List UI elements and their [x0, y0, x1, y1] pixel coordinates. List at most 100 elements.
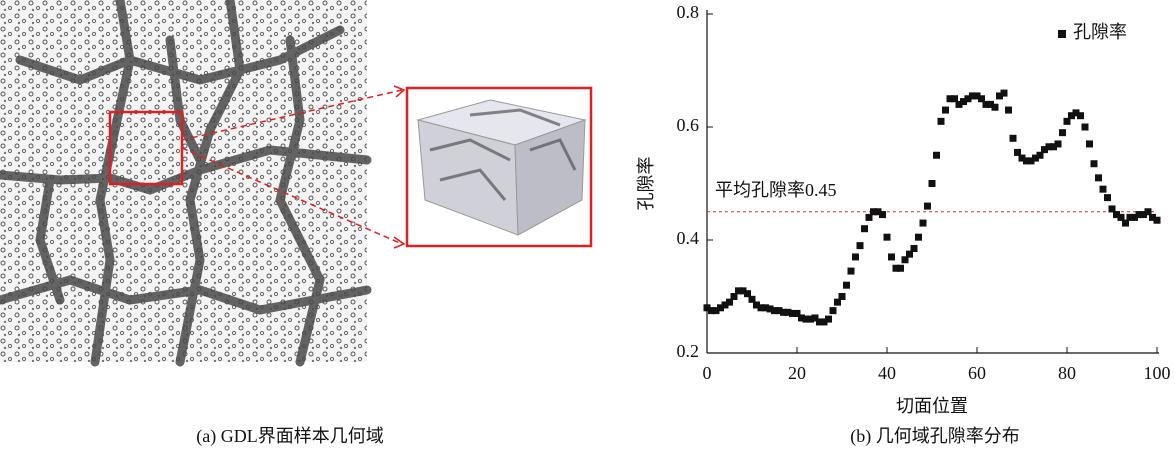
point [820, 318, 828, 326]
y-tick-label: 0.4 [677, 228, 700, 248]
point [789, 309, 796, 317]
point [982, 100, 990, 108]
point [901, 256, 909, 264]
x-tick-label: 0 [703, 363, 712, 383]
point [1054, 140, 1062, 148]
point [1032, 154, 1039, 162]
point [910, 244, 918, 252]
zoom-view [405, 86, 593, 248]
point [1122, 219, 1129, 227]
point [784, 308, 792, 316]
point [708, 307, 715, 315]
point [1063, 117, 1071, 125]
point [762, 304, 769, 312]
point [874, 208, 882, 216]
point [1153, 216, 1161, 224]
point [1018, 154, 1026, 162]
point [1086, 140, 1093, 148]
y-axis-label: 孔隙率 [636, 157, 656, 211]
point [1005, 106, 1012, 114]
point [1117, 213, 1125, 221]
point [1027, 157, 1035, 165]
point [748, 295, 756, 303]
point [942, 106, 949, 114]
point [1135, 211, 1143, 219]
point [838, 293, 846, 300]
point [1149, 213, 1156, 221]
point [802, 315, 810, 323]
point [969, 92, 976, 100]
point [1108, 205, 1116, 213]
point [1131, 213, 1138, 221]
point [771, 307, 778, 315]
point [897, 264, 904, 272]
point [955, 100, 963, 108]
point [852, 253, 859, 261]
point [811, 314, 819, 322]
point [1045, 143, 1053, 151]
reference-label: 平均孔隙率0.45 [715, 180, 837, 200]
point [1036, 151, 1044, 159]
point [892, 264, 900, 272]
x-tick-label: 40 [878, 363, 896, 383]
point [829, 307, 837, 315]
point [928, 180, 936, 187]
point [1081, 123, 1089, 131]
point [843, 281, 850, 289]
point [721, 301, 729, 309]
point [960, 98, 967, 106]
point [987, 100, 994, 108]
point [1000, 89, 1008, 97]
point [937, 117, 945, 125]
point [865, 213, 873, 221]
point [906, 250, 913, 258]
point [1126, 213, 1134, 221]
point [1023, 157, 1030, 165]
x-axis-label: 切面位置 [896, 396, 968, 416]
point [973, 92, 981, 100]
point [726, 298, 733, 306]
point [807, 315, 814, 323]
point [1050, 143, 1057, 151]
point [919, 219, 927, 227]
point [717, 304, 724, 312]
y-tick-label: 0.2 [677, 341, 700, 361]
point [946, 95, 954, 103]
point [739, 287, 747, 295]
point [1104, 194, 1111, 202]
point [1014, 148, 1021, 156]
point [883, 233, 891, 241]
point [816, 318, 823, 326]
caption: (a) GDL界面样本几何域 [196, 426, 383, 447]
point [793, 309, 801, 317]
point [861, 225, 868, 233]
y-tick-label: 0.6 [677, 115, 700, 135]
point [1041, 146, 1048, 154]
point [1144, 208, 1152, 216]
point [834, 298, 841, 306]
point [766, 305, 774, 313]
point [1077, 112, 1084, 120]
point [964, 95, 972, 103]
point [1113, 211, 1120, 219]
x-tick-label: 20 [788, 363, 806, 383]
point [1140, 211, 1147, 219]
point [1095, 174, 1102, 182]
point [798, 314, 805, 322]
point [1099, 185, 1107, 193]
y-tick-label: 0.8 [677, 2, 700, 22]
point [730, 293, 738, 300]
point [924, 202, 931, 210]
point [933, 151, 940, 159]
point [1090, 160, 1098, 168]
x-tick-label: 100 [1144, 363, 1171, 383]
point [780, 308, 787, 316]
point [735, 287, 742, 295]
legend-label: 孔隙率 [1073, 22, 1127, 42]
point [856, 242, 864, 250]
point [951, 95, 958, 103]
point [825, 315, 832, 323]
point [888, 253, 895, 261]
